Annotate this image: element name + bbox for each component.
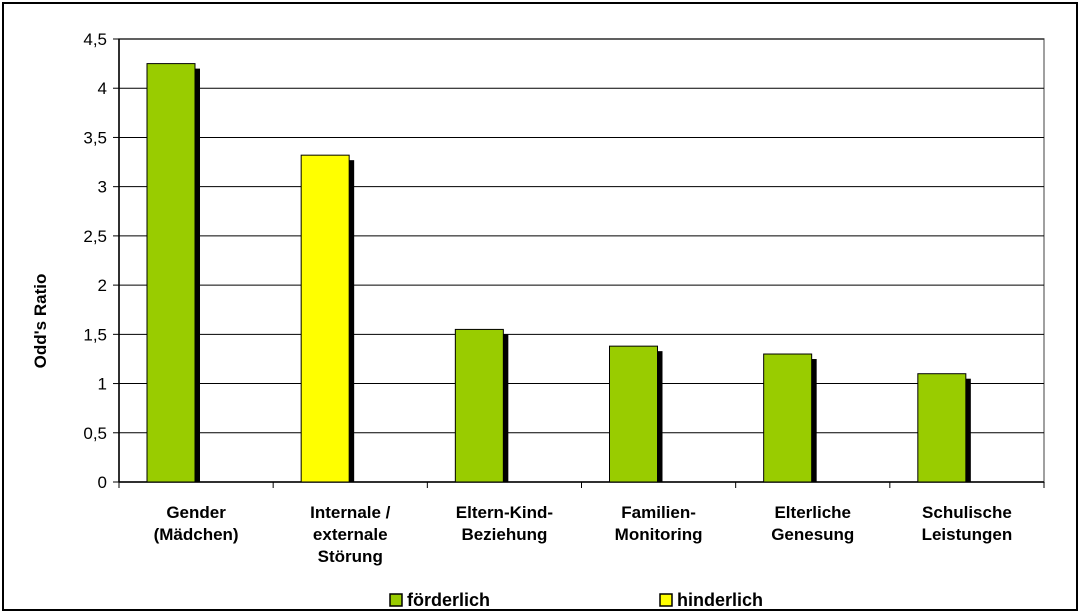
bar <box>300 154 350 483</box>
x-category-label: Störung <box>318 547 383 566</box>
legend-label: hinderlich <box>677 590 763 610</box>
x-category-label: Internale / <box>310 503 391 522</box>
x-category-label: Monitoring <box>615 525 703 544</box>
x-category-label: Beziehung <box>461 525 547 544</box>
y-tick-label: 0,5 <box>83 424 107 443</box>
y-tick-label: 4,5 <box>83 30 107 49</box>
y-tick-label: 3 <box>98 178 107 197</box>
legend-swatch <box>659 593 673 607</box>
x-category-label: Leistungen <box>922 525 1013 544</box>
bar <box>763 353 813 483</box>
legend-swatch <box>389 593 403 607</box>
x-category-label: externale <box>313 525 388 544</box>
bar <box>609 345 658 483</box>
y-tick-label: 0 <box>98 473 107 492</box>
plot-area-border <box>118 38 1045 483</box>
y-tick-label: 2,5 <box>83 227 107 246</box>
x-category-label: Genesung <box>771 525 854 544</box>
x-category-label: Schulische <box>922 503 1012 522</box>
y-tick-label: 4 <box>98 79 107 98</box>
bar <box>454 328 504 483</box>
bar <box>146 63 196 483</box>
legend-label: förderlich <box>407 590 490 610</box>
y-tick-label: 1 <box>98 375 107 394</box>
y-tick-label: 3,5 <box>83 128 107 147</box>
y-axis-title: Odd's Ratio <box>31 274 50 369</box>
bar <box>917 373 967 483</box>
x-category-label: Eltern-Kind- <box>456 503 553 522</box>
x-category-label: Gender <box>166 503 226 522</box>
y-tick-label: 2 <box>98 276 107 295</box>
y-tick-label: 1,5 <box>83 325 107 344</box>
x-category-label: Elterliche <box>774 503 851 522</box>
x-category-label: (Mädchen) <box>154 525 239 544</box>
x-category-label: Familien- <box>621 503 696 522</box>
